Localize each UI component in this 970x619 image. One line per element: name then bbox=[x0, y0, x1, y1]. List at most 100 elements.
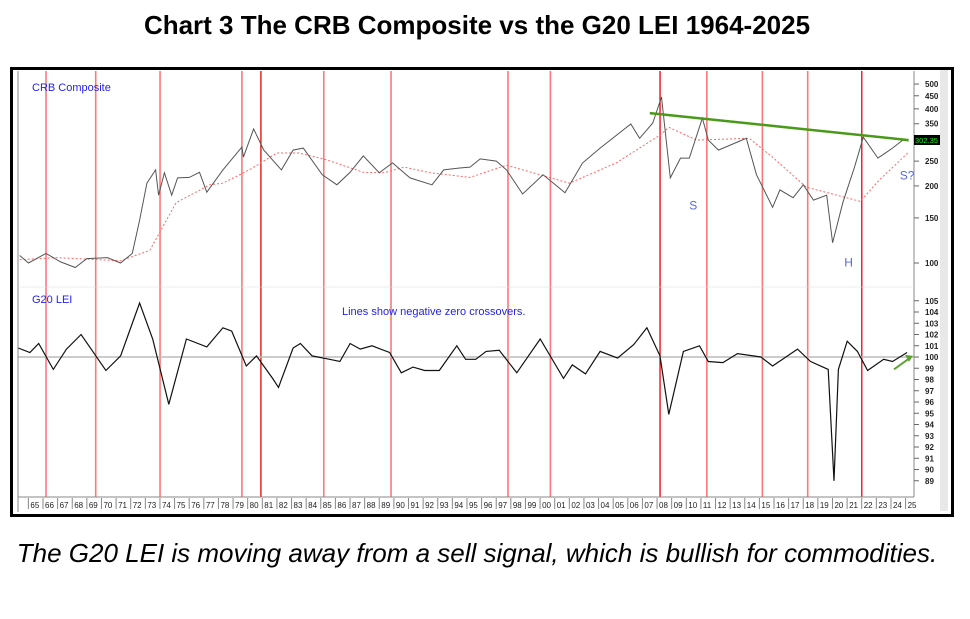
last-value-label: 302.35 bbox=[915, 136, 938, 145]
x-tick-label: 77 bbox=[206, 501, 215, 510]
x-tick-label: 94 bbox=[454, 501, 463, 510]
x-tick-label: 70 bbox=[103, 501, 112, 510]
x-tick-label: 89 bbox=[381, 501, 390, 510]
x-tick-label: 18 bbox=[805, 501, 814, 510]
x-tick-label: 00 bbox=[542, 501, 551, 510]
x-tick-label: 12 bbox=[718, 501, 727, 510]
x-tick-label: 95 bbox=[469, 501, 478, 510]
x-tick-label: 91 bbox=[411, 501, 420, 510]
lei-y-tick-label: 94 bbox=[925, 421, 934, 430]
crb-panel-label: CRB Composite bbox=[32, 82, 111, 94]
x-tick-label: 78 bbox=[220, 501, 229, 510]
x-tick-label: 21 bbox=[849, 501, 858, 510]
x-tick-label: 92 bbox=[425, 501, 434, 510]
crb-y-tick-label: 100 bbox=[925, 259, 939, 268]
lei-y-tick-label: 96 bbox=[925, 398, 934, 407]
x-tick-label: 07 bbox=[644, 501, 653, 510]
lei-y-tick-label: 104 bbox=[925, 308, 939, 317]
x-tick-label: 75 bbox=[177, 501, 186, 510]
pattern-annotation: S? bbox=[900, 168, 915, 182]
x-tick-label: 81 bbox=[264, 501, 273, 510]
lei-y-tick-label: 92 bbox=[925, 443, 934, 452]
x-tick-label: 02 bbox=[571, 501, 580, 510]
axis-scroll-strip bbox=[940, 70, 948, 511]
x-tick-label: 99 bbox=[527, 501, 536, 510]
lei-y-tick-label: 97 bbox=[925, 387, 934, 396]
crb-y-tick-label: 350 bbox=[925, 120, 939, 129]
lei-y-tick-label: 100 bbox=[925, 353, 939, 362]
x-tick-label: 85 bbox=[323, 501, 332, 510]
x-tick-label: 86 bbox=[337, 501, 346, 510]
lei-line bbox=[17, 301, 908, 481]
crb-y-tick-label: 150 bbox=[925, 214, 939, 223]
chart-caption: The G20 LEI is moving away from a sell s… bbox=[16, 538, 938, 568]
crb-moving-average-line bbox=[19, 126, 909, 262]
x-tick-label: 06 bbox=[630, 501, 639, 510]
x-tick-label: 65 bbox=[30, 501, 39, 510]
lei-y-tick-label: 91 bbox=[925, 454, 934, 463]
x-tick-label: 93 bbox=[440, 501, 449, 510]
x-tick-label: 14 bbox=[747, 501, 756, 510]
x-tick-label: 66 bbox=[45, 501, 54, 510]
x-tick-label: 01 bbox=[557, 501, 566, 510]
crb-y-tick-label: 500 bbox=[925, 80, 939, 89]
x-tick-label: 10 bbox=[688, 501, 697, 510]
lei-note: Lines show negative zero crossovers. bbox=[342, 306, 525, 318]
x-tick-label: 96 bbox=[484, 501, 493, 510]
x-tick-label: 17 bbox=[791, 501, 800, 510]
lei-y-tick-label: 93 bbox=[925, 432, 934, 441]
crb-y-tick-label: 450 bbox=[925, 92, 939, 101]
last-value-badge bbox=[914, 134, 940, 145]
crb-y-tick-label: 200 bbox=[925, 182, 939, 191]
x-tick-label: 16 bbox=[776, 501, 785, 510]
x-tick-label: 08 bbox=[659, 501, 668, 510]
x-tick-label: 23 bbox=[878, 501, 887, 510]
pattern-annotation: S bbox=[689, 198, 697, 212]
x-tick-label: 24 bbox=[893, 501, 902, 510]
lei-panel-label: G20 LEI bbox=[32, 294, 72, 306]
x-tick-label: 79 bbox=[235, 501, 244, 510]
x-tick-label: 67 bbox=[60, 501, 69, 510]
lei-y-tick-label: 98 bbox=[925, 376, 934, 385]
x-tick-label: 73 bbox=[147, 501, 156, 510]
x-tick-label: 82 bbox=[279, 501, 288, 510]
x-tick-label: 22 bbox=[864, 501, 873, 510]
x-tick-label: 25 bbox=[908, 501, 917, 510]
x-tick-label: 87 bbox=[352, 501, 361, 510]
x-tick-label: 05 bbox=[615, 501, 624, 510]
x-tick-label: 83 bbox=[294, 501, 303, 510]
arrow-head-icon bbox=[904, 354, 913, 362]
x-tick-label: 20 bbox=[834, 501, 843, 510]
x-tick-label: 09 bbox=[674, 501, 683, 510]
lei-y-tick-label: 95 bbox=[925, 409, 934, 418]
crb-trendline bbox=[649, 111, 909, 142]
x-tick-label: 13 bbox=[732, 501, 741, 510]
crb-y-tick-label: 250 bbox=[925, 157, 939, 166]
lei-y-tick-label: 90 bbox=[925, 466, 934, 475]
x-tick-label: 72 bbox=[133, 501, 142, 510]
x-tick-label: 98 bbox=[513, 501, 522, 510]
green-arrow-icon bbox=[893, 357, 911, 371]
x-tick-label: 88 bbox=[367, 501, 376, 510]
x-tick-label: 69 bbox=[89, 501, 98, 510]
x-tick-label: 84 bbox=[308, 501, 317, 510]
lei-y-tick-label: 102 bbox=[925, 331, 939, 340]
chart-title: Chart 3 The CRB Composite vs the G20 LEI… bbox=[143, 10, 811, 40]
lei-y-tick-label: 89 bbox=[925, 477, 934, 486]
pattern-annotation: H bbox=[844, 255, 853, 269]
x-tick-label: 76 bbox=[191, 501, 200, 510]
x-tick-label: 68 bbox=[74, 501, 83, 510]
crb-y-tick-label: 400 bbox=[925, 105, 939, 114]
lei-y-tick-label: 103 bbox=[925, 319, 939, 328]
x-tick-label: 71 bbox=[118, 501, 127, 510]
plot-area bbox=[18, 71, 914, 498]
lei-y-tick-label: 99 bbox=[925, 364, 934, 373]
x-tick-label: 04 bbox=[601, 501, 610, 510]
x-tick-label: 03 bbox=[586, 501, 595, 510]
x-tick-label: 90 bbox=[396, 501, 405, 510]
lei-y-tick-label: 105 bbox=[925, 297, 939, 306]
x-tick-label: 19 bbox=[820, 501, 829, 510]
x-tick-label: 97 bbox=[498, 501, 507, 510]
x-tick-label: 15 bbox=[761, 501, 770, 510]
